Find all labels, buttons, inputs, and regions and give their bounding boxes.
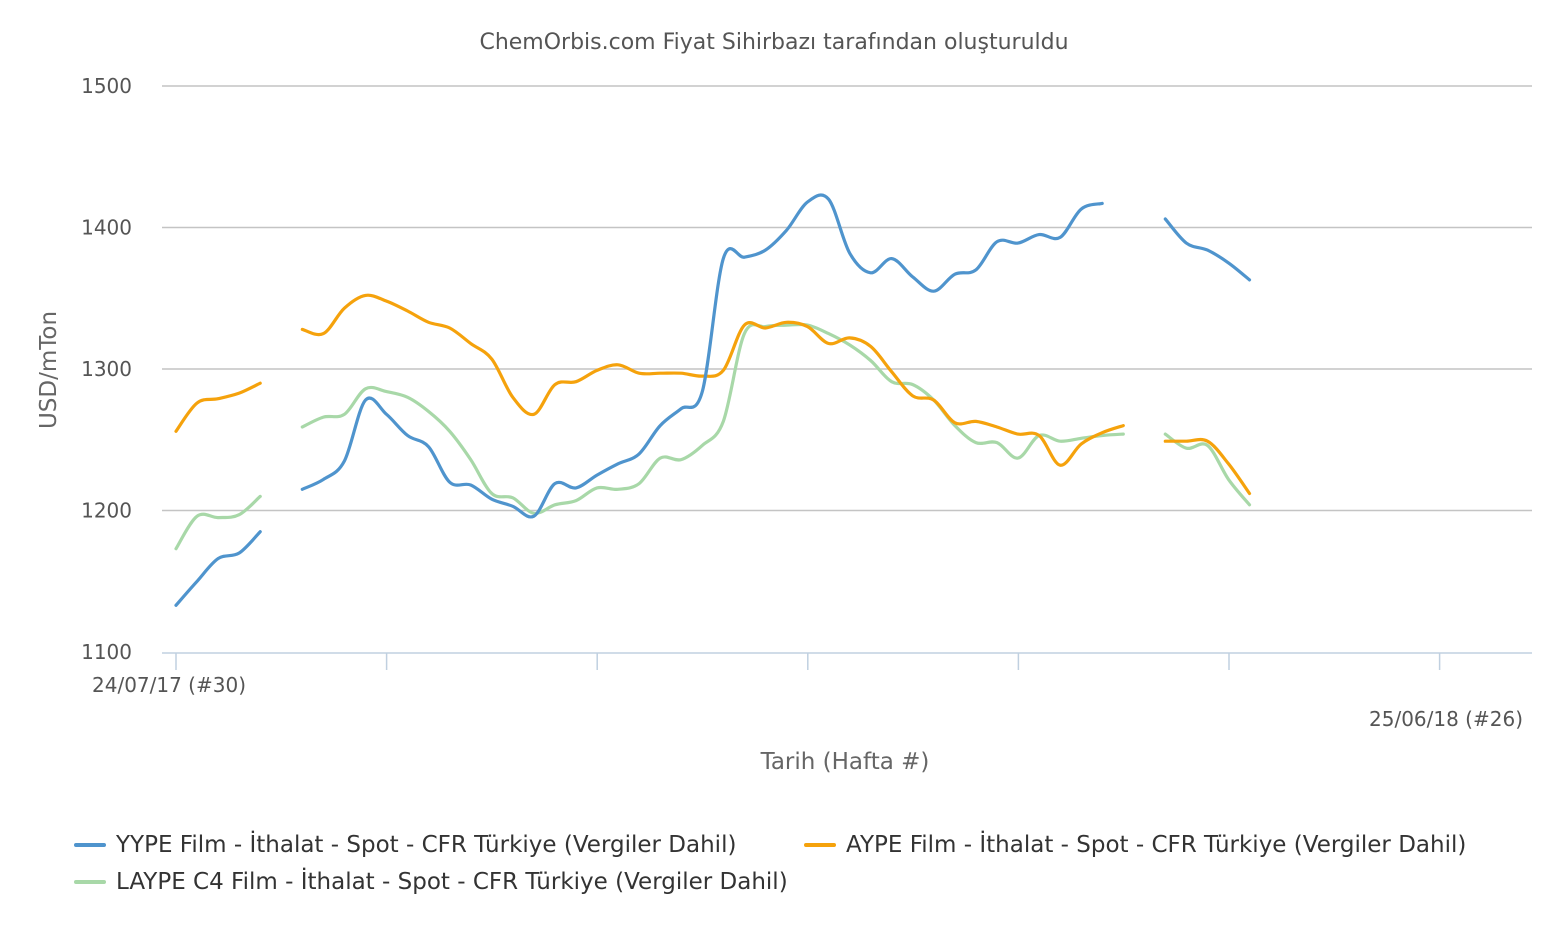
y-axis-title: USD/mTon <box>36 311 62 429</box>
series-line-laype <box>174 494 262 551</box>
series-line-yype <box>300 193 1104 519</box>
series-line-yype <box>1163 217 1252 282</box>
legend-item-aype[interactable]: AYPE Film - İthalat - Spot - CFR Türkiye… <box>804 832 1466 858</box>
x-axis-ticks <box>175 653 1441 670</box>
gridlines <box>162 85 1532 512</box>
legend-swatch-aype <box>804 843 836 847</box>
y-tick-label: 1400 <box>81 216 132 240</box>
y-tick-label: 1300 <box>81 357 132 381</box>
series-lines <box>174 193 1252 607</box>
series-line-yype <box>174 530 262 607</box>
series-line-laype <box>300 322 1125 515</box>
legend-label-aype: AYPE Film - İthalat - Spot - CFR Türkiye… <box>846 832 1467 858</box>
series-line-aype <box>300 293 1125 467</box>
x-axis-start-label: 24/07/17 (#30) <box>92 673 246 697</box>
series-line-aype <box>174 381 262 433</box>
y-tick-label: 1100 <box>81 640 132 664</box>
legend-swatch-yype <box>74 843 106 847</box>
y-tick-label: 1200 <box>81 499 132 523</box>
series-line-laype <box>1163 432 1252 507</box>
legend-item-laype[interactable]: LAYPE C4 Film - İthalat - Spot - CFR Tür… <box>74 869 788 895</box>
x-axis-title: Tarih (Hafta #) <box>760 749 930 775</box>
chart-title: ChemOrbis.com Fiyat Sihirbazı tarafından… <box>479 30 1068 55</box>
y-tick-label: 1500 <box>81 74 132 98</box>
legend-swatch-laype <box>74 880 106 884</box>
legend-item-yype[interactable]: YYPE Film - İthalat - Spot - CFR Türkiye… <box>74 832 736 858</box>
legend-label-yype: YYPE Film - İthalat - Spot - CFR Türkiye… <box>116 832 737 858</box>
y-axis-tick-labels: 1500 1400 1300 1200 1100 <box>81 74 132 664</box>
legend-label-laype: LAYPE C4 Film - İthalat - Spot - CFR Tür… <box>116 869 788 895</box>
series-line-aype <box>1163 437 1252 496</box>
x-axis-end-label: 25/06/18 (#26) <box>1369 707 1523 731</box>
